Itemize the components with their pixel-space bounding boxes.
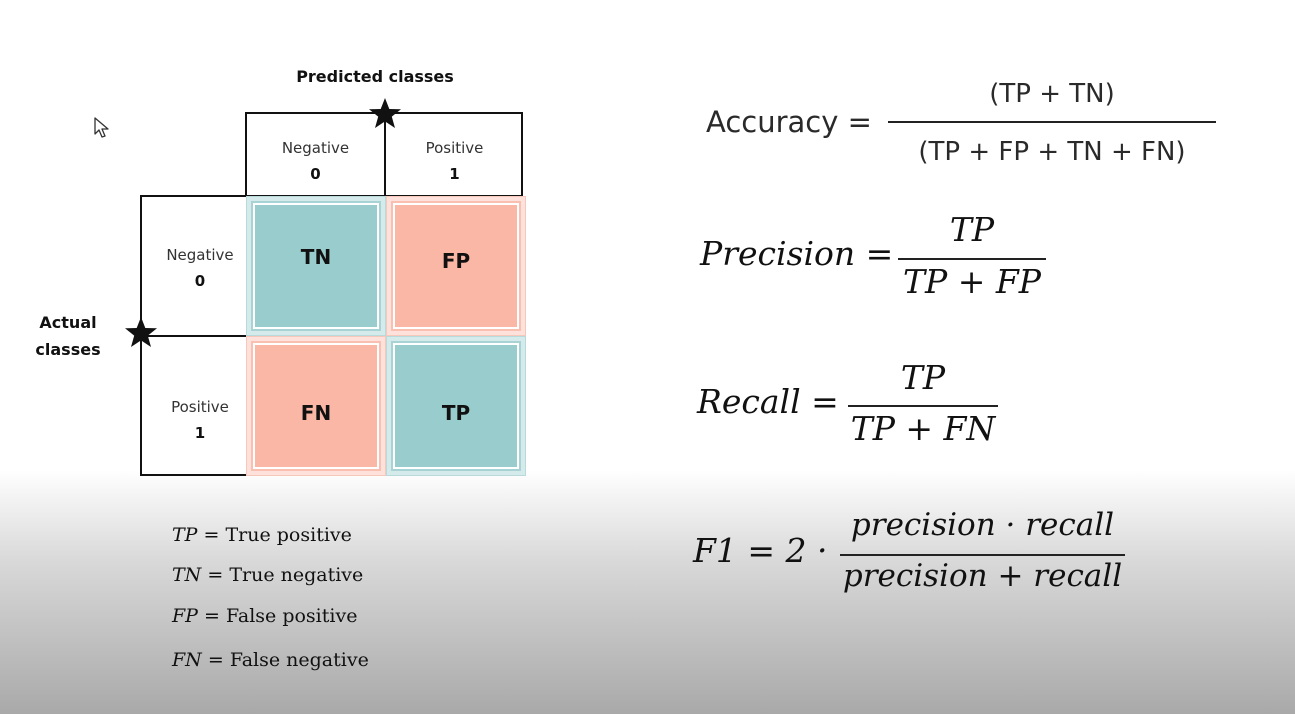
cell-true-negative: TN — [246, 196, 386, 336]
predicted-classes-title: Predicted classes — [296, 67, 454, 86]
cell-true-positive: TP — [386, 336, 526, 476]
column-header-positive: Positive 1 — [425, 139, 484, 183]
cell-false-negative: FN — [246, 336, 386, 476]
matrix-divider-column — [384, 112, 386, 196]
matrix-border-bottom — [140, 474, 246, 476]
legend-item-tp: TP = True positive — [172, 524, 352, 546]
star-icon — [369, 98, 401, 128]
mouse-cursor-icon — [94, 117, 109, 138]
legend-item-tn: TN = True negative — [172, 564, 364, 586]
row-header-positive: Positive 1 — [171, 398, 229, 442]
row-header-negative: Negative 0 — [166, 246, 234, 290]
legend-item-fp: FP = False positive — [172, 605, 358, 627]
cell-false-positive: FP — [386, 196, 526, 336]
actual-classes-title: Actual classes — [35, 313, 101, 359]
matrix-border-right-top — [521, 112, 523, 196]
column-header-negative: Negative 0 — [281, 139, 350, 183]
star-icon — [125, 317, 157, 347]
matrix-row-divider — [140, 335, 246, 337]
legend-item-fn: FN = False negative — [172, 649, 369, 671]
matrix-border-left-top — [245, 112, 247, 196]
